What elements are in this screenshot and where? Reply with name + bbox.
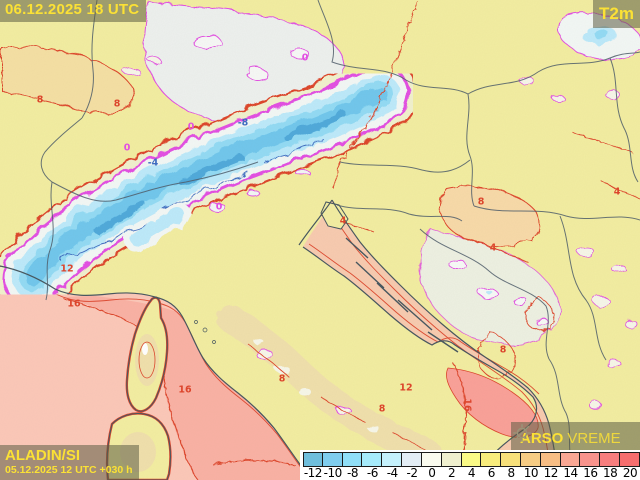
- colorbar-tick: 4: [467, 466, 476, 480]
- contour-label-0: 0: [301, 52, 309, 64]
- colorbar-cell: [560, 452, 581, 467]
- colorbar-tick: 2: [448, 466, 456, 480]
- contour-label-0: 0: [215, 201, 223, 213]
- logo-org: ARSO: [520, 429, 564, 447]
- contour-label-16: 16: [67, 298, 81, 310]
- contour-label-4: 4: [613, 186, 621, 198]
- colorbar-cell: [322, 452, 343, 467]
- colorbar-tick: 12: [543, 466, 559, 480]
- colorbar-tick: -4: [386, 466, 398, 480]
- colorbar-tick: -8: [347, 466, 359, 480]
- colorbar-cell: [402, 452, 422, 467]
- colorbar-cell: [461, 452, 482, 467]
- contour-label-8: 8: [36, 94, 44, 106]
- model-run-label: 05.12.2025 12 UTC +030 h: [5, 463, 133, 476]
- colorbar-tick: 8: [507, 466, 516, 480]
- product-label: T2m: [599, 4, 634, 24]
- colorbar-tick: 6: [487, 466, 496, 480]
- contour-label-0: 0: [123, 142, 131, 154]
- colorbar-cell: [520, 452, 541, 467]
- logo-brand: VREME: [567, 429, 621, 447]
- colorbar-tick: -10: [323, 466, 343, 480]
- colorbar-tick: 0: [428, 466, 436, 480]
- product-box: T2m: [593, 0, 640, 28]
- contour-label-8: 8: [378, 403, 386, 415]
- model-info-box: ALADIN/SI 05.12.2025 12 UTC +030 h: [0, 445, 139, 480]
- colorbar-cell: [362, 452, 383, 467]
- contour-label-8: 8: [113, 98, 121, 110]
- sun-icon: [513, 424, 531, 442]
- contour-label-16: 16: [178, 384, 192, 396]
- colorbar-cell: [600, 452, 620, 467]
- colorbar-tick-labels: -12 -10 -8 -6 -4 -2 0 2 4 6 8 10 12 14 16 18 20: [300, 466, 640, 480]
- contour-label-12: 12: [60, 263, 74, 275]
- temperature-colorbar: -12 -10 -8 -6 -4 -2 0 2 4 6 8 10 12 14 16 18 20: [300, 450, 640, 480]
- colorbar-tick: 16: [583, 466, 598, 480]
- contour-label--4: -4: [147, 157, 159, 169]
- contour-label-8: 8: [278, 373, 286, 385]
- colorbar-tick: -12: [303, 466, 323, 480]
- colorbar-cell: [303, 452, 323, 467]
- colorbar-tick: 14: [563, 466, 578, 480]
- contour-label-4: 4: [489, 242, 497, 254]
- colorbar-cell: [441, 452, 462, 467]
- valid-time-label: 06.12.2025 18 UTC: [5, 1, 140, 18]
- colorbar-tick: -6: [366, 466, 378, 480]
- contour-label-12: 12: [399, 382, 413, 394]
- colorbar-cell: [421, 452, 442, 467]
- colorbar-tick: 20: [622, 466, 638, 480]
- colorbar-cell: [342, 452, 363, 467]
- colorbar-cell: [481, 452, 502, 467]
- colorbar-cell: [620, 452, 640, 467]
- contour-label-4: 4: [339, 215, 347, 227]
- contour-label-8: 8: [499, 344, 507, 356]
- contour-label--8: -8: [237, 117, 249, 129]
- contour-label-0: 0: [187, 121, 195, 133]
- colorbar-cell: [382, 452, 403, 467]
- valid-time-box: 06.12.2025 18 UTC: [0, 0, 147, 22]
- contour-label-8: 8: [477, 196, 485, 208]
- colorbar-tick: -2: [406, 466, 418, 480]
- contour-label-16: 16: [461, 398, 473, 412]
- colorbar-tick: 18: [603, 466, 618, 480]
- colorbar-tick: 10: [523, 466, 539, 480]
- colorbar-cell: [580, 452, 601, 467]
- colorbar-cell: [501, 452, 521, 467]
- model-name: ALADIN/SI: [5, 447, 80, 465]
- colorbar-cells: [303, 452, 640, 467]
- colorbar-cell: [540, 452, 561, 467]
